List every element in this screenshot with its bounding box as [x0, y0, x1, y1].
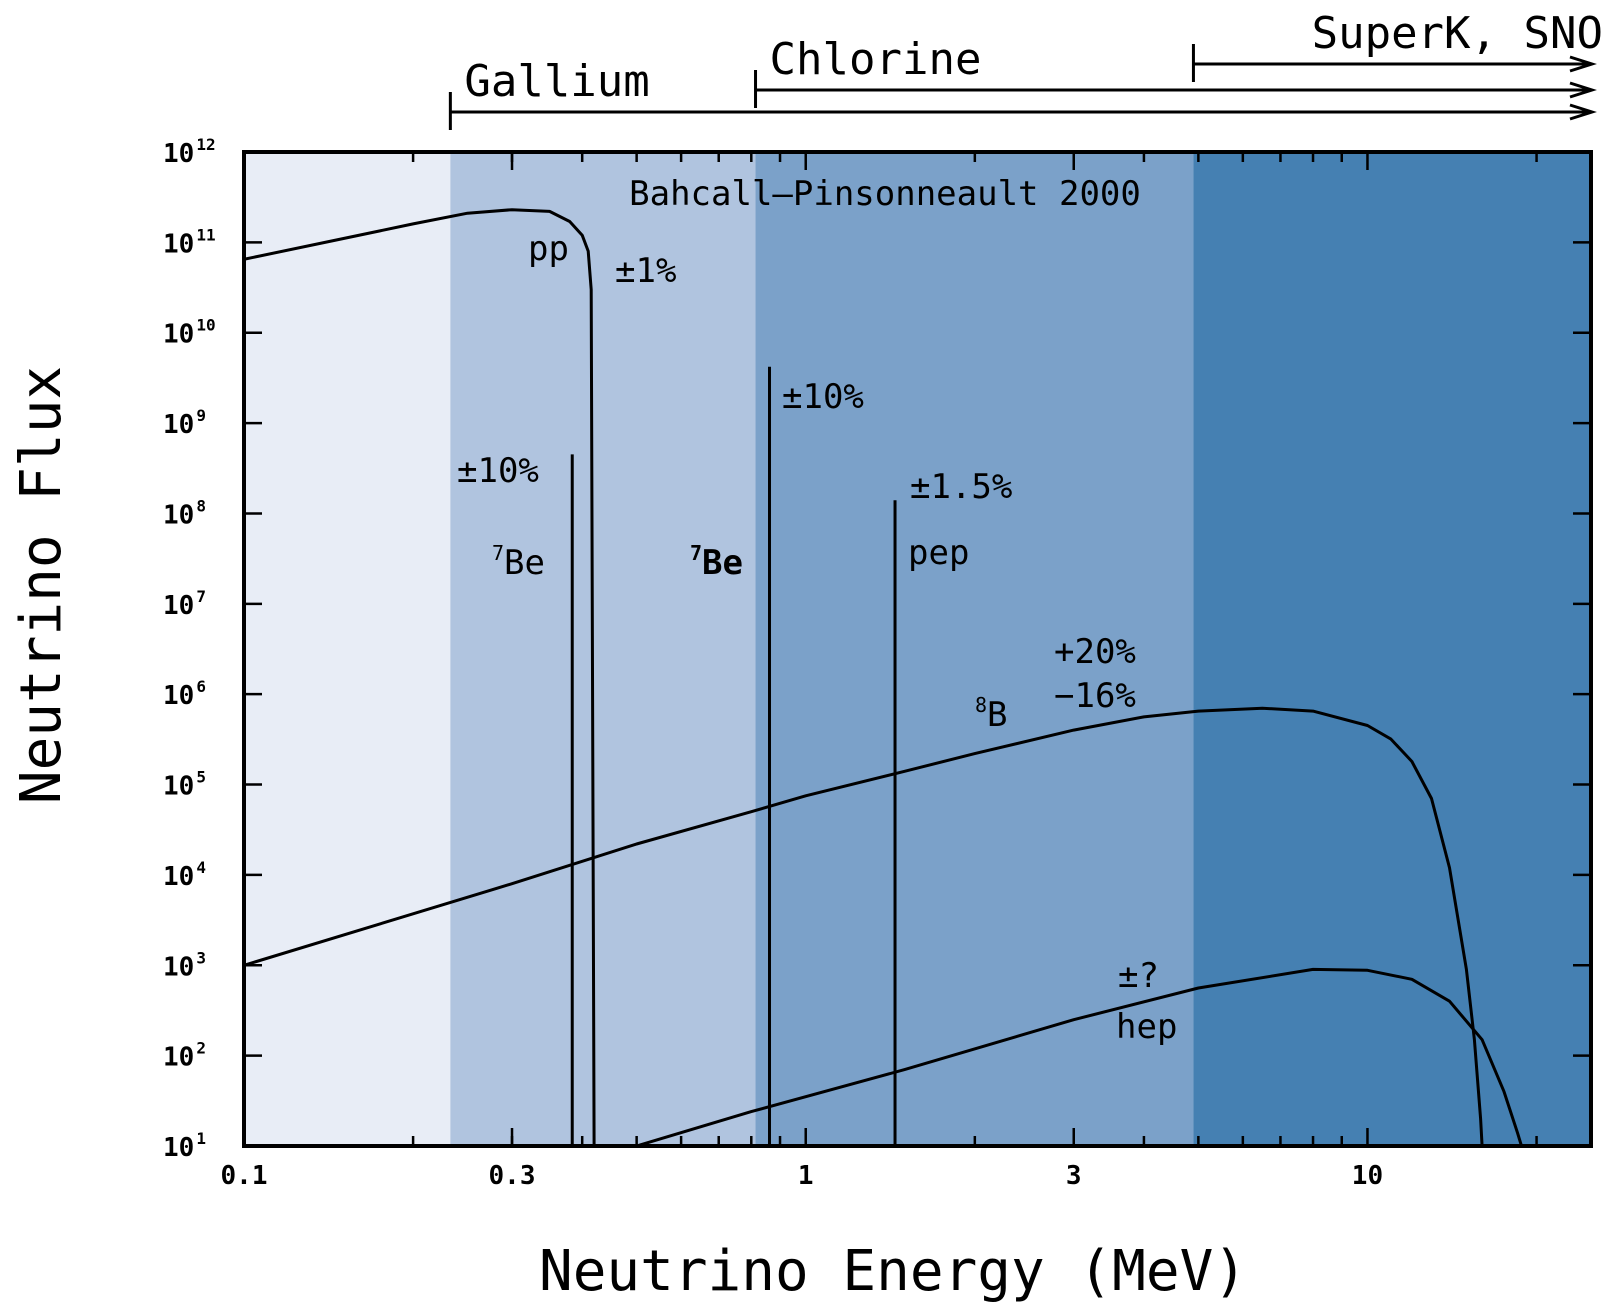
y-tick-exponent: 3: [196, 948, 206, 967]
y-tick-label: 10 5: [163, 768, 206, 802]
axis-ticks: [242, 150, 1591, 1148]
y-tick-exponent: 4: [196, 858, 206, 877]
y-tick-exponent: 7: [196, 587, 206, 606]
y-tick-base: 10: [163, 1043, 194, 1073]
x-axis-title: Neutrino Energy (MeV): [539, 1239, 1247, 1303]
band-3: [1193, 152, 1591, 1146]
y-tick-label: 10 11: [163, 225, 216, 259]
detector-label: Chlorine: [770, 34, 982, 85]
y-tick-exponent: 5: [196, 768, 206, 787]
plot-frame: [242, 150, 1593, 1148]
y-tick-base: 10: [163, 320, 194, 350]
y-tick-exponent: 1: [196, 1129, 206, 1148]
x-tick-label: 0.1: [221, 1161, 268, 1191]
be7-low-mass: 7: [492, 541, 504, 565]
annotations: Bahcall–Pinsonneault 2000 pp ±1% ±10% 7B…: [457, 174, 1177, 1047]
detector-arrow-head: [1569, 55, 1597, 73]
y-tick-base: 10: [163, 862, 194, 892]
x-tick-label: 3: [1066, 1161, 1082, 1191]
y-tick-label: 10 12: [163, 135, 216, 169]
pp-label: pp: [528, 229, 569, 269]
detector-arrow-head: [1569, 81, 1597, 99]
x-tick-label: 0.3: [489, 1161, 536, 1191]
neutrino-line-sources: [570, 366, 897, 1146]
detector-label: SuperK, SNO: [1312, 8, 1603, 59]
detector-arrow-head: [1569, 103, 1597, 121]
y-tick-base: 10: [163, 410, 194, 440]
y-tick-exponent: 6: [196, 677, 206, 696]
hep-label: hep: [1116, 1007, 1177, 1047]
band-2: [755, 152, 1194, 1146]
y-tick-base: 10: [163, 681, 194, 711]
y-tick-base: 10: [163, 952, 194, 982]
series-pp-curve: [244, 208, 596, 1146]
y-tick-exponent: 2: [196, 1039, 206, 1058]
b8-uncertainty-minus: −16%: [1054, 676, 1136, 716]
y-axis-title: Neutrino Flux: [9, 366, 74, 804]
band-0: [244, 152, 451, 1146]
b8-label: 8B: [975, 693, 1008, 735]
y-tick-base: 10: [163, 772, 194, 802]
y-tick-label: 10 3: [163, 948, 206, 982]
detector-range-arrows: Gallium Chlorine SuperK, SNO: [448, 8, 1603, 130]
y-tick-label: 10 10: [163, 316, 216, 350]
y-tick-exponent: 8: [196, 496, 206, 515]
pp-uncertainty: ±1%: [615, 251, 676, 291]
y-tick-base: 10: [163, 500, 194, 530]
y-tick-label: 10 4: [163, 858, 206, 892]
band-1: [450, 152, 756, 1146]
y-tick-exponent: 11: [196, 225, 215, 244]
y-tick-exponent: 10: [196, 316, 215, 335]
y-tick-exponent: 9: [196, 406, 206, 425]
be7-high-uncertainty: ±10%: [782, 377, 864, 417]
x-tick-labels: 0.1 0.3 1 3 10: [221, 1161, 1384, 1191]
y-tick-base: 10: [163, 229, 194, 259]
chart-title: Bahcall–Pinsonneault 2000: [629, 174, 1141, 214]
y-tick-base: 10: [163, 139, 194, 169]
be7-high-mass: 7: [690, 541, 702, 565]
y-tick-label: 10 1: [163, 1129, 206, 1163]
y-tick-label: 10 9: [163, 406, 206, 440]
y-tick-label: 10 8: [163, 496, 206, 530]
be7-low-label: 7Be: [492, 541, 545, 583]
be7-high-element: Be: [702, 543, 743, 583]
hep-uncertainty: ±?: [1118, 956, 1159, 996]
x-tick-label: 10: [1352, 1161, 1383, 1191]
be7-low-uncertainty: ±10%: [457, 451, 539, 491]
series-hep-curve: [636, 967, 1523, 1146]
be7-low-element: Be: [504, 543, 545, 583]
b8-mass: 8: [975, 693, 987, 717]
y-tick-exponent: 12: [196, 135, 215, 154]
y-tick-base: 10: [163, 1133, 194, 1163]
detector-threshold-bands: [244, 152, 1591, 1146]
y-tick-label: 10 7: [163, 587, 206, 621]
pep-uncertainty: ±1.5%: [910, 467, 1012, 507]
be7-high-label: 7Be: [690, 541, 743, 583]
pep-label: pep: [908, 533, 969, 573]
x-tick-label: 1: [798, 1161, 814, 1191]
b8-element: B: [987, 695, 1007, 735]
detector-label: Gallium: [464, 56, 649, 107]
y-tick-label: 10 6: [163, 677, 206, 711]
y-tick-base: 10: [163, 591, 194, 621]
b8-uncertainty-plus: +20%: [1054, 632, 1136, 672]
y-tick-label: 10 2: [163, 1039, 206, 1073]
